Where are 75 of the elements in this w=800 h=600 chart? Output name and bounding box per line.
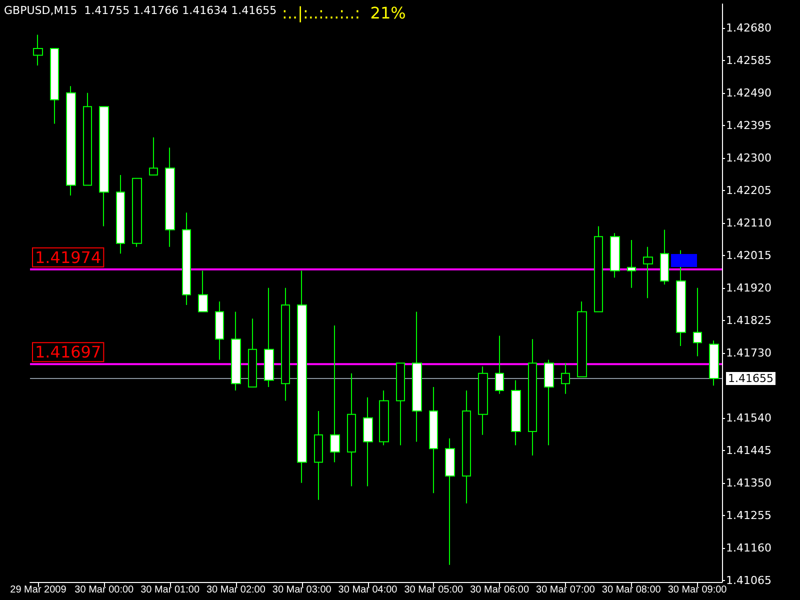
x-tick-label: 30 Mar 00:00 — [74, 584, 134, 596]
candlestick — [478, 366, 488, 436]
candlestick — [396, 362, 405, 446]
candlestick — [363, 396, 373, 487]
candlestick — [676, 250, 686, 347]
candlestick — [660, 229, 669, 285]
ref-line-label: 1.41655 — [728, 372, 774, 386]
candlestick — [198, 270, 208, 312]
y-tick-label: 1.41920 — [726, 281, 772, 294]
y-tick-label: 1.42680 — [726, 21, 772, 34]
y-tick-label: 1.42395 — [726, 118, 772, 132]
candlestick — [314, 410, 323, 500]
candlestick — [264, 287, 274, 388]
candlestick — [412, 311, 422, 442]
candlestick — [528, 338, 537, 456]
y-tick-label: 1.41730 — [726, 346, 772, 360]
candlestick — [149, 136, 158, 176]
candlestick — [83, 92, 92, 186]
candlestick — [182, 212, 191, 306]
annotation: :..|:..:...:..: 21% — [282, 4, 406, 22]
x-tick-label: 30 Mar 04:00 — [338, 584, 398, 596]
candlestick — [116, 174, 125, 254]
x-tick-label: 30 Mar 09:00 — [668, 584, 728, 596]
candlestick — [165, 147, 175, 248]
x-tick-label: 30 Mar 01:00 — [140, 584, 200, 596]
candlestick — [594, 226, 603, 312]
candlestick — [66, 86, 76, 196]
y-tick-label: 1.41825 — [726, 314, 772, 327]
chart-title: GBPUSD,M15 1.41755 1.41766 1.41634 1.41655 — [4, 4, 277, 17]
x-tick-label: 30 Mar 05:00 — [404, 584, 464, 596]
candlestick — [297, 270, 307, 484]
y-tick-label: 1.41160 — [726, 541, 772, 554]
candlestick — [627, 239, 636, 288]
y-tick-label: 1.42205 — [726, 184, 772, 197]
candlestick — [561, 362, 570, 394]
candlestick — [379, 390, 389, 446]
y-tick-label: 1.42490 — [726, 86, 772, 100]
candlestick — [544, 359, 554, 446]
candlestick — [330, 324, 340, 463]
x-tick-label: 30 Mar 02:00 — [206, 584, 266, 596]
candlestick — [511, 380, 521, 446]
y-tick-label: 1.41255 — [726, 508, 772, 522]
ref-line-label: 1.41974 — [35, 248, 102, 267]
candlestick — [462, 390, 471, 504]
candlestick — [347, 372, 356, 487]
y-tick-label: 1.41065 — [726, 574, 772, 587]
y-tick-label: 1.42300 — [726, 151, 772, 164]
candlestick — [577, 301, 587, 378]
y-tick-label: 1.41350 — [726, 476, 772, 490]
candlestick — [643, 246, 653, 299]
candlestick — [248, 318, 257, 388]
x-tick-label: 30 Mar 03:00 — [272, 584, 332, 596]
candlestick — [610, 232, 620, 278]
candlestick — [231, 311, 241, 391]
candlestick — [429, 386, 438, 494]
x-tick-label: 30 Mar 06:00 — [470, 584, 530, 596]
candlestick — [33, 34, 43, 66]
candlestick — [50, 48, 59, 124]
y-tick-label: 1.42585 — [726, 54, 772, 67]
candlestick — [132, 178, 142, 248]
candlestick — [495, 335, 504, 394]
candlestick — [215, 301, 224, 360]
y-tick-label: 1.42110 — [726, 216, 772, 230]
candlestick — [693, 287, 702, 357]
x-tick-label: 30 Mar 07:00 — [536, 584, 596, 596]
y-tick-label: 1.41445 — [726, 444, 772, 457]
y-tick-label: 1.41540 — [726, 411, 772, 424]
ref-line-label: 1.41697 — [35, 342, 102, 362]
y-tick-label: 1.42015 — [726, 248, 772, 262]
x-tick-label: 30 Mar 08:00 — [602, 584, 662, 596]
candlestick — [445, 438, 455, 566]
x-tick-label: 29 Mar 2009 — [10, 584, 67, 596]
candlestick — [99, 106, 109, 227]
candlestick — [709, 340, 719, 386]
candlestick — [281, 287, 290, 402]
